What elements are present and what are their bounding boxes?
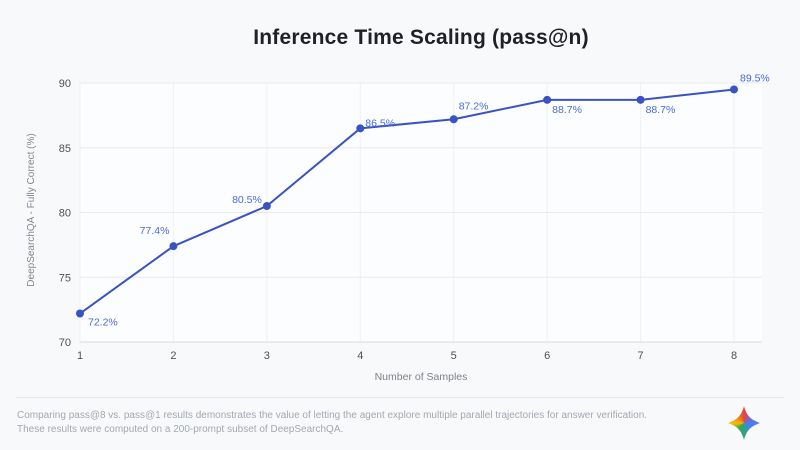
footnote-line-2: These results were computed on a 200-pro… — [17, 424, 344, 435]
gemini-sparkle-icon — [728, 406, 760, 440]
data-point — [262, 202, 271, 211]
x-tick-label: 6 — [544, 350, 550, 362]
y-tick-label: 80 — [59, 208, 71, 220]
data-point-label: 80.5% — [232, 194, 262, 206]
x-tick-label: 8 — [731, 350, 737, 362]
data-point-label: 77.4% — [140, 225, 170, 237]
data-line — [79, 88, 735, 315]
data-point-label: 89.5% — [740, 72, 770, 84]
x-tick-label: 1 — [77, 350, 83, 362]
data-point-label: 86.5% — [365, 117, 395, 129]
data-point-label: 87.2% — [459, 100, 489, 112]
x-axis-title: Number of Samples — [374, 371, 468, 383]
y-tick-label: 70 — [59, 337, 71, 349]
x-tick-label: 3 — [264, 350, 270, 362]
data-point — [730, 85, 738, 94]
data-point — [169, 242, 178, 251]
chart-title: Inference Time Scaling (pass@n) — [253, 26, 589, 49]
x-tick-label: 7 — [638, 350, 644, 362]
footnote-line-1: Comparing pass@8 vs. pass@1 results demo… — [17, 410, 648, 421]
x-tick-label: 5 — [451, 350, 457, 362]
y-axis-title: DeepSearchQA - Fully Correct (%) — [26, 133, 37, 287]
data-point — [543, 95, 552, 104]
data-point-label: 88.7% — [552, 104, 582, 116]
y-tick-label: 90 — [59, 78, 71, 90]
footer-divider — [16, 397, 784, 398]
data-point — [76, 309, 84, 318]
data-point-label: 72.2% — [88, 317, 118, 329]
y-tick-label: 75 — [59, 272, 71, 284]
y-tick-label: 85 — [59, 143, 71, 155]
data-point — [636, 95, 645, 104]
x-tick-label: 4 — [357, 350, 363, 362]
plot-area — [80, 83, 762, 342]
data-point — [449, 115, 458, 124]
data-point-label: 88.7% — [646, 104, 676, 116]
data-point — [356, 124, 365, 133]
x-tick-label: 2 — [170, 350, 176, 362]
